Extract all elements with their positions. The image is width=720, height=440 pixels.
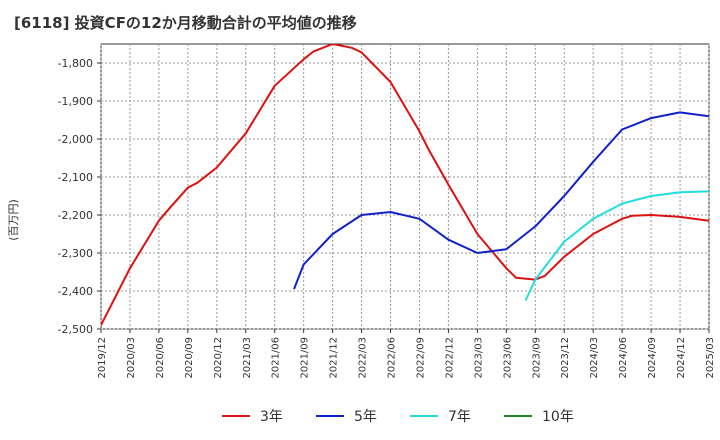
x-tick-label: 2024/03 <box>589 337 600 379</box>
x-tick-label: 2021/03 <box>242 337 253 379</box>
legend-label: 7年 <box>448 409 471 425</box>
y-tick-label: -2,100 <box>58 171 93 184</box>
x-tick-label: 2020/09 <box>184 337 195 379</box>
y-tick-label: -1,900 <box>58 95 93 108</box>
legend-item: 10年 <box>504 404 574 428</box>
x-tick-label: 2020/03 <box>126 337 137 379</box>
x-tick-label: 2025/03 <box>705 337 716 379</box>
x-tick-label: 2021/06 <box>271 337 282 379</box>
y-tick-label: -2,200 <box>58 209 93 222</box>
x-tick-label: 2021/09 <box>300 337 311 379</box>
y-tick-label: -2,500 <box>58 323 93 336</box>
x-tick-label: 2022/03 <box>358 337 369 379</box>
x-tick-label: 2019/12 <box>97 337 108 379</box>
legend-label: 5年 <box>354 409 377 425</box>
y-axis-label: (百万円) <box>6 199 20 241</box>
y-axis-ticks: -2,500 -2,400 -2,300 -2,200 -2,100 -2,000 -1,9… <box>58 57 101 336</box>
y-tick-label: -2,400 <box>58 285 93 298</box>
x-axis-ticks: 2019/12 2020/03 2020/06 2020/09 2020/12 2021/… <box>97 329 716 379</box>
y-tick-label: -2,300 <box>58 247 93 260</box>
legend-swatch <box>410 415 438 417</box>
y-tick-label: -1,800 <box>58 57 93 70</box>
x-tick-label: 2022/12 <box>444 337 455 379</box>
legend-item: 7年 <box>410 404 471 428</box>
chart-title: [6118] 投資CFの12か月移動合計の平均値の推移 <box>14 14 357 32</box>
x-tick-label: 2023/09 <box>531 337 542 379</box>
series-line-7年 <box>524 190 709 301</box>
x-tick-label: 2021/12 <box>329 337 340 379</box>
x-tick-label: 2023/12 <box>560 337 571 379</box>
legend-swatch <box>222 415 250 417</box>
legend-label: 3年 <box>260 409 283 425</box>
series-line-5年 <box>293 111 709 290</box>
x-tick-label: 2022/06 <box>387 337 398 379</box>
legend: 3年 5年 7年 10年 <box>0 404 720 428</box>
x-tick-label: 2020/06 <box>155 337 166 379</box>
x-tick-label: 2023/06 <box>502 337 513 379</box>
x-tick-label: 2020/12 <box>213 337 224 379</box>
legend-swatch <box>504 415 532 417</box>
y-tick-label: -2,000 <box>58 133 93 146</box>
legend-item: 3年 <box>222 404 283 428</box>
x-tick-label: 2022/09 <box>415 337 426 379</box>
legend-item: 5年 <box>316 404 377 428</box>
plot-area <box>100 43 710 330</box>
x-tick-label: 2024/06 <box>618 337 629 379</box>
x-tick-label: 2024/12 <box>676 337 687 379</box>
x-tick-label: 2023/03 <box>473 337 484 379</box>
legend-swatch <box>316 415 344 417</box>
legend-label: 10年 <box>542 409 574 425</box>
x-tick-label: 2024/09 <box>647 337 658 379</box>
series-line-3年 <box>101 44 709 326</box>
series-lines <box>101 44 709 326</box>
